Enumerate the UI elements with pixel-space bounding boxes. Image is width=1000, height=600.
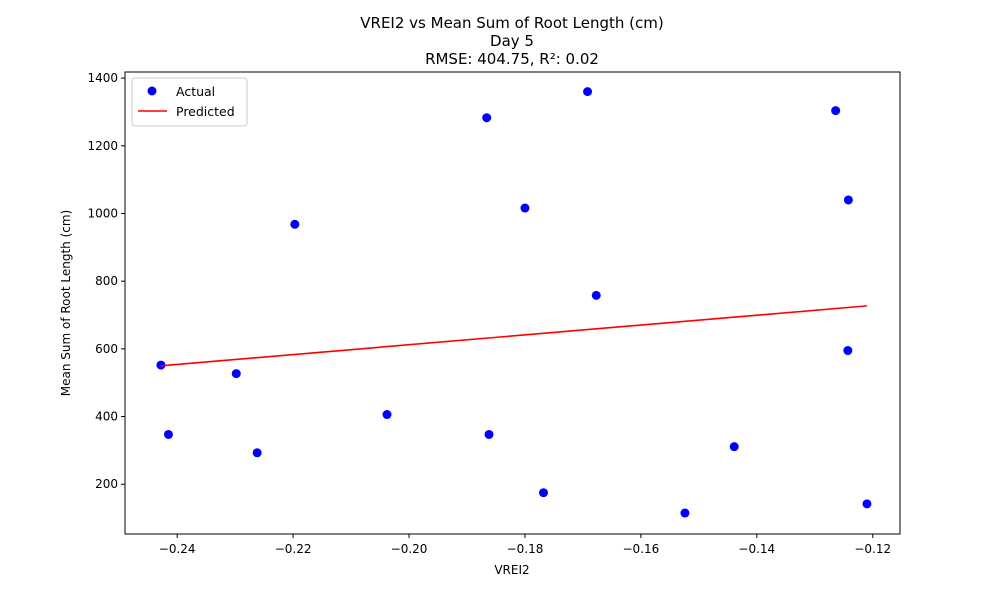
y-axis-label: Mean Sum of Root Length (cm) xyxy=(59,210,73,396)
actual-point-14 xyxy=(729,442,739,452)
legend-actual-marker xyxy=(147,86,157,96)
actual-point-9 xyxy=(520,203,530,213)
actual-point-8 xyxy=(484,429,494,439)
actual-point-6 xyxy=(382,410,392,420)
chart-title-line-3: RMSE: 404.75, R²: 0.02 xyxy=(425,50,599,68)
plot-area xyxy=(124,71,901,535)
chart-title: VREI2 vs Mean Sum of Root Length (cm) Da… xyxy=(360,14,663,68)
legend-box xyxy=(131,77,248,127)
legend-predicted-label: Predicted xyxy=(176,104,235,119)
actual-point-7 xyxy=(482,113,492,123)
x-tick-label: −0.12 xyxy=(854,542,891,556)
actual-point-3 xyxy=(231,369,241,379)
x-axis-ticks: −0.24 −0.22 −0.20 −0.18 −0.16 −0.14 −0.12 xyxy=(159,534,891,556)
actual-point-13 xyxy=(680,508,690,518)
actual-point-18 xyxy=(862,499,872,509)
plot-frame xyxy=(124,71,901,535)
actual-point-17 xyxy=(843,346,853,356)
x-tick-label: −0.18 xyxy=(507,542,544,556)
actual-point-4 xyxy=(252,448,262,458)
x-tick-label: −0.22 xyxy=(275,542,312,556)
predicted-line xyxy=(160,305,868,367)
x-tick-label: −0.20 xyxy=(391,542,428,556)
x-axis-label: VREI2 xyxy=(494,563,529,577)
actual-point-16 xyxy=(843,195,853,205)
y-axis-ticks: 200 400 600 800 1000 1200 1400 xyxy=(87,71,125,491)
actual-point-15 xyxy=(831,106,841,116)
y-tick-label: 1000 xyxy=(87,206,118,220)
actual-point-2 xyxy=(163,429,173,439)
legend-actual-label: Actual xyxy=(176,84,215,99)
y-tick-label: 1200 xyxy=(87,139,118,153)
y-tick-label: 800 xyxy=(95,274,118,288)
chart-title-line-1: VREI2 vs Mean Sum of Root Length (cm) xyxy=(360,14,663,32)
actual-point-12 xyxy=(591,290,601,300)
x-tick-label: −0.14 xyxy=(738,542,775,556)
x-tick-label: −0.24 xyxy=(159,542,196,556)
legend: Actual Predicted xyxy=(131,77,248,127)
y-tick-label: 400 xyxy=(95,410,118,424)
actual-point-5 xyxy=(290,219,300,229)
chart-title-line-2: Day 5 xyxy=(490,32,534,50)
actual-point-11 xyxy=(583,87,593,97)
y-tick-label: 1400 xyxy=(87,71,118,85)
y-tick-label: 600 xyxy=(95,342,118,356)
y-tick-label: 200 xyxy=(95,477,118,491)
x-tick-label: −0.16 xyxy=(623,542,660,556)
actual-point-10 xyxy=(539,488,549,498)
